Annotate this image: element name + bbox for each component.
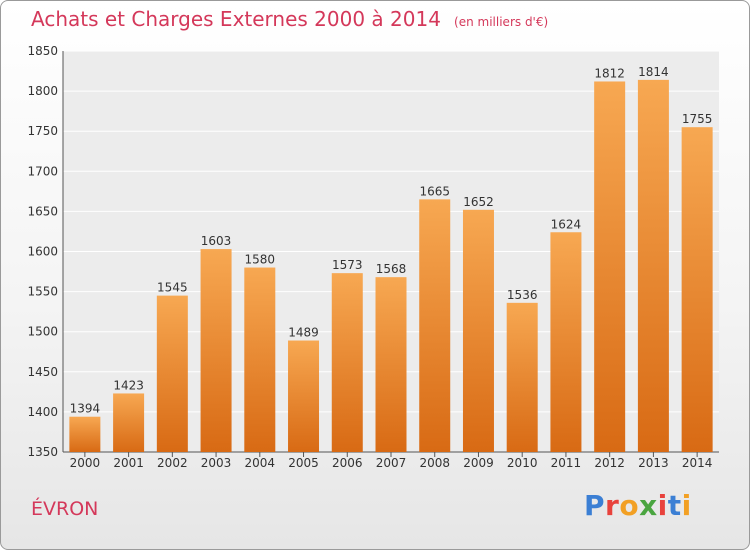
bar-2001 <box>113 393 145 452</box>
bar-2012 <box>594 81 626 452</box>
y-tick-label: 1650 <box>27 204 58 218</box>
x-tick-label: 2004 <box>245 456 276 470</box>
commune-name: ÉVRON <box>31 498 99 520</box>
data-label: 1394 <box>70 402 101 416</box>
x-tick-label: 2008 <box>419 456 450 470</box>
x-tick-label: 2005 <box>288 456 319 470</box>
data-label: 1812 <box>594 66 625 80</box>
data-label: 1423 <box>113 378 144 392</box>
bar-2000 <box>69 416 101 452</box>
chart-unit: (en milliers d'€) <box>454 15 549 29</box>
bar-2011 <box>550 232 582 452</box>
chart-title: Achats et Charges Externes 2000 à 2014 <box>31 7 441 31</box>
data-label: 1573 <box>332 258 363 272</box>
bar-2010 <box>506 302 538 452</box>
bar-2006 <box>331 273 363 452</box>
y-tick-label: 1400 <box>27 405 58 419</box>
bar-2009 <box>462 209 494 452</box>
bar-2007 <box>375 277 407 452</box>
logo-letter: t <box>667 489 682 522</box>
proxiti-logo: Proxiti <box>584 489 692 522</box>
x-tick-label: 2003 <box>201 456 232 470</box>
x-tick-label: 2010 <box>507 456 538 470</box>
logo-letter: o <box>619 489 640 522</box>
data-label: 1755 <box>682 112 713 126</box>
y-tick-label: 1800 <box>27 84 58 98</box>
logo-letter: i <box>681 489 692 522</box>
data-label: 1580 <box>245 253 276 267</box>
y-tick-label: 1700 <box>27 164 58 178</box>
x-tick-label: 2009 <box>463 456 494 470</box>
data-label: 1652 <box>463 195 494 209</box>
data-label: 1568 <box>376 262 407 276</box>
data-label: 1814 <box>638 65 669 79</box>
x-tick-label: 2011 <box>551 456 582 470</box>
data-label: 1536 <box>507 288 538 302</box>
bar-2008 <box>419 199 451 452</box>
x-tick-label: 2013 <box>638 456 669 470</box>
data-label: 1545 <box>157 281 188 295</box>
y-tick-label: 1750 <box>27 124 58 138</box>
x-tick-label: 2000 <box>70 456 101 470</box>
bar-2013 <box>637 79 669 452</box>
x-tick-label: 2014 <box>682 456 713 470</box>
y-tick-label: 1600 <box>27 245 58 259</box>
logo-letter: P <box>584 489 606 522</box>
chart-title-block: Achats et Charges Externes 2000 à 2014 (… <box>31 7 548 31</box>
data-label: 1603 <box>201 234 232 248</box>
x-tick-label: 2006 <box>332 456 363 470</box>
bar-2002 <box>156 295 188 452</box>
x-tick-label: 2012 <box>594 456 625 470</box>
y-tick-label: 1500 <box>27 325 58 339</box>
bar-2014 <box>681 127 713 452</box>
x-tick-label: 2001 <box>113 456 144 470</box>
bar-2005 <box>288 340 320 452</box>
y-tick-label: 1550 <box>27 285 58 299</box>
data-label: 1624 <box>551 217 582 231</box>
x-tick-label: 2007 <box>376 456 407 470</box>
logo-letter: x <box>639 489 658 522</box>
y-tick-label: 1850 <box>27 44 58 58</box>
data-label: 1665 <box>419 184 450 198</box>
data-label: 1489 <box>288 326 319 340</box>
y-tick-label: 1450 <box>27 365 58 379</box>
logo-letter: r <box>605 489 620 522</box>
logo-letter: i <box>657 489 668 522</box>
bar-2003 <box>200 249 232 452</box>
y-tick-label: 1350 <box>27 445 58 459</box>
bar-2004 <box>244 267 276 452</box>
x-tick-label: 2002 <box>157 456 188 470</box>
